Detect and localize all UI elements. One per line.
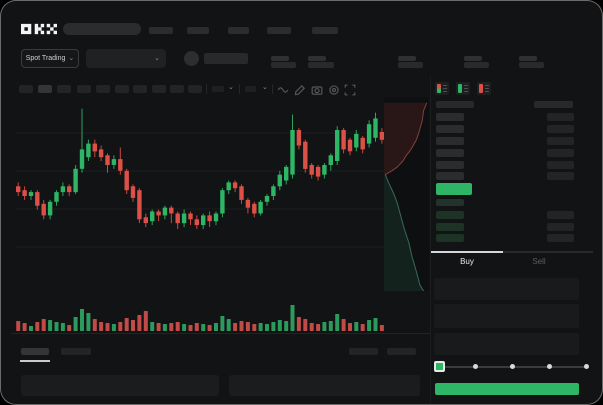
stat-label [398,56,416,61]
ask-price[interactable] [436,113,464,121]
bottom-tab[interactable] [61,348,91,355]
chevron-down-icon[interactable]: ⌄ [262,84,268,91]
candle-type-dropdown[interactable] [245,86,256,92]
volume-chart [16,305,384,331]
timeframe-button-active[interactable] [38,85,52,93]
timeframe-button[interactable] [133,85,147,93]
stat-value [308,62,334,68]
timeframe-button[interactable] [115,85,129,93]
buy-submit-button[interactable] [435,383,579,395]
ask-amount [547,149,574,157]
nav-item[interactable] [149,27,173,34]
slider-tick[interactable] [547,364,552,369]
stat-label [519,56,537,61]
tab-buy[interactable]: Buy [460,257,474,266]
panel-divider [430,76,431,404]
draw-icon[interactable] [294,84,306,96]
camera-icon[interactable] [311,84,323,96]
nav-item[interactable] [312,27,338,34]
ask-price[interactable] [436,137,464,145]
book-bids-icon[interactable] [456,82,470,95]
order-total-field[interactable] [434,333,579,355]
timeframe-button[interactable] [188,85,202,93]
nav-item[interactable] [267,27,291,34]
nav-item[interactable] [187,27,209,34]
stat-value [398,62,423,68]
stat-value [271,62,296,68]
orders-panel-placeholder [21,375,219,396]
slider-tick[interactable] [473,364,478,369]
bottom-action[interactable] [387,348,416,355]
ask-price[interactable] [436,172,464,180]
toolbar-divider [206,84,207,94]
slider-tick[interactable] [584,364,589,369]
book-asks-icon[interactable] [477,82,491,95]
section-divider [11,333,430,334]
ask-price[interactable] [436,149,464,157]
stat-label [271,56,289,61]
chevron-down-icon: ⌄ [68,55,75,62]
timeframe-button[interactable] [19,85,33,93]
timeframe-button[interactable] [170,85,184,93]
expand-icon[interactable] [344,84,356,96]
ask-amount [547,161,574,169]
ask-amount [547,113,574,121]
nav-item[interactable] [228,27,249,34]
bid-amount [547,234,574,242]
depth-panel-bg [384,97,429,291]
line-tool-icon[interactable] [277,84,289,96]
orderbook-col-header-price [436,101,474,108]
timeframe-button[interactable] [77,85,91,93]
depth-chart [384,102,428,291]
bid-price[interactable] [436,211,464,219]
last-price-badge[interactable] [436,183,472,195]
stat-label [464,56,482,61]
stat-value [519,62,544,68]
bid-amount [547,211,574,219]
slider-handle[interactable] [434,361,445,372]
bottom-tab-underline [20,360,50,362]
ask-price[interactable] [436,125,464,133]
stat-label [308,56,326,61]
chevron-down-icon: ⌄ [154,55,160,62]
bottom-tab-active[interactable] [21,348,49,355]
orderbook-col-header-amount [534,101,573,108]
last-price-placeholder [204,53,248,64]
coin-icon [184,51,199,66]
tab-divider [431,251,593,253]
toolbar-divider [239,84,240,94]
candlestick-chart[interactable] [15,97,385,293]
timeframe-button[interactable] [96,85,110,93]
ask-amount [547,125,574,133]
bid-amount [547,223,574,231]
indicator-dropdown[interactable] [212,86,224,92]
book-both-icon[interactable] [435,82,449,95]
toolbar-divider [272,84,273,94]
bid-price[interactable] [436,223,464,231]
tab-sell[interactable]: Sell [532,257,546,266]
chevron-down-icon[interactable]: ⌄ [228,84,234,91]
ask-price[interactable] [436,161,464,169]
okx-logo[interactable] [21,22,57,36]
active-tab-indicator [431,251,503,253]
bottom-action[interactable] [349,348,378,355]
pair-selector[interactable]: ⌄ [86,49,166,68]
market-mode-selector[interactable]: Spot Trading ⌄ [21,49,79,68]
ask-amount [547,172,574,180]
history-panel-placeholder [229,375,420,396]
stat-value [464,62,489,68]
timeframe-button[interactable] [152,85,166,93]
bid-price[interactable] [436,199,464,206]
slider-tick[interactable] [510,364,515,369]
settings-icon[interactable] [328,84,340,96]
search-input[interactable] [63,23,141,35]
market-mode-label: Spot Trading [25,55,66,62]
order-price-field[interactable] [434,278,579,300]
order-amount-field[interactable] [434,304,579,328]
timeframe-button[interactable] [57,85,71,93]
ask-amount [547,137,574,145]
bid-price[interactable] [436,234,464,242]
